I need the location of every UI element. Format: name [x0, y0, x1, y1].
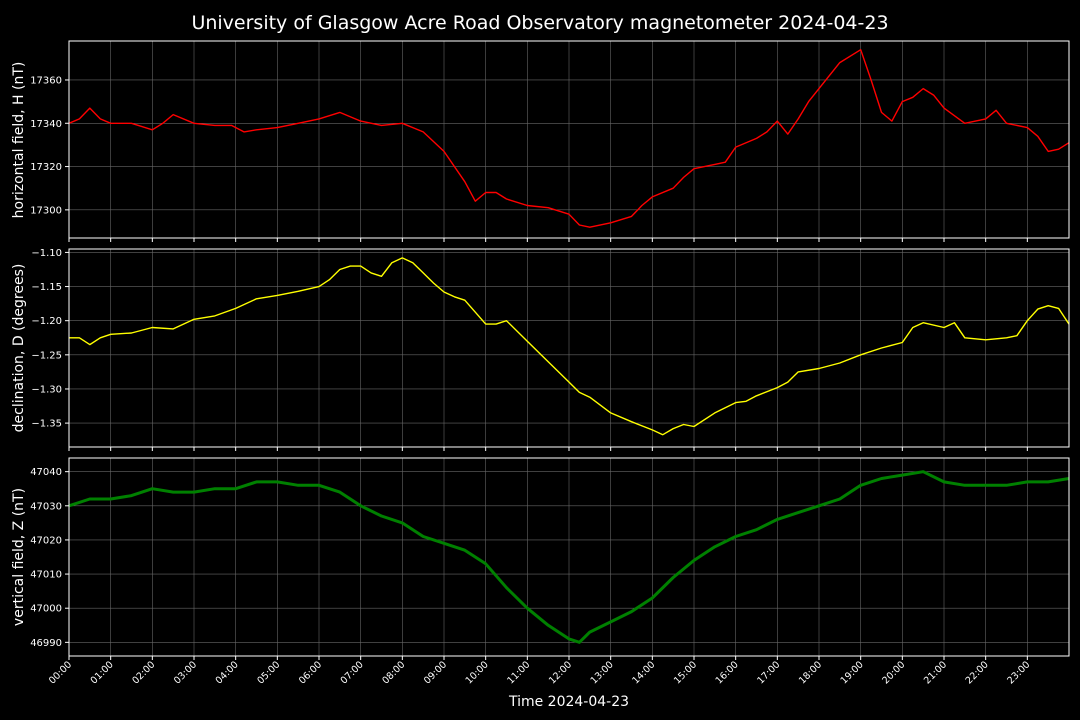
x-tick-label: 20:00	[880, 659, 907, 686]
y-tick-label: 46990	[30, 638, 62, 649]
y-tick-label: 47020	[30, 535, 62, 546]
x-tick-label: 10:00	[464, 659, 491, 686]
panel-z-ylabel: vertical field, Z (nT)	[11, 488, 27, 626]
y-tick-label: 17360	[30, 75, 62, 86]
x-tick-label: 00:00	[47, 659, 74, 686]
x-tick-label: 16:00	[714, 659, 741, 686]
y-tick-label: −1.30	[31, 384, 62, 395]
x-tick-label: 05:00	[255, 659, 282, 686]
x-tick-label: 07:00	[339, 659, 366, 686]
series-line-z	[68, 470, 1070, 644]
y-tick-label: 47000	[30, 604, 62, 615]
x-tick-label: 22:00	[964, 659, 991, 686]
y-tick-label: −1.10	[31, 248, 62, 259]
y-tick-label: 47030	[30, 501, 62, 512]
x-tick-label: 08:00	[380, 659, 407, 686]
x-tick-label: 21:00	[922, 659, 949, 686]
series-line-d	[69, 257, 1070, 436]
x-tick-label: 23:00	[1005, 659, 1032, 686]
y-tick-label: 17320	[30, 162, 62, 173]
panel-frame	[68, 457, 1070, 657]
x-tick-label: 12:00	[547, 659, 574, 686]
x-tick-label: 03:00	[172, 659, 199, 686]
series-line-h	[68, 49, 1070, 228]
x-tick-label: 11:00	[505, 659, 532, 686]
panel-h: 17300 17320 17340 17360	[30, 40, 1070, 242]
x-tick-label: 19:00	[839, 659, 866, 686]
x-tick-label: 13:00	[589, 659, 616, 686]
y-tick-label: 17340	[30, 119, 62, 130]
x-tick-label: 06:00	[297, 659, 324, 686]
x-tick-label: 14:00	[630, 659, 657, 686]
x-tick-label: 01:00	[89, 659, 116, 686]
x-axis-label: Time 2024-04-23	[508, 694, 629, 710]
y-tick-label: −1.25	[31, 350, 62, 361]
x-tick-label: 15:00	[672, 659, 699, 686]
panel-z: 46990 47000 47010 47020 47030 47040	[30, 457, 1070, 660]
panel-d: −1.10 −1.15 −1.20 −1.25 −1.30 −1.35	[31, 248, 1070, 451]
panel-frame	[68, 40, 1070, 239]
y-tick-label: 47040	[30, 467, 62, 478]
y-tick-label: 17300	[30, 205, 62, 216]
panel-frame	[68, 248, 1070, 448]
panel-h-ylabel: horizontal field, H (nT)	[11, 62, 27, 219]
y-tick-label: −1.15	[31, 282, 62, 293]
y-tick-label: −1.35	[31, 419, 62, 430]
x-tick-label: 18:00	[797, 659, 824, 686]
x-tick-label: 17:00	[755, 659, 782, 686]
chart-title: University of Glasgow Acre Road Observat…	[191, 12, 888, 34]
x-tick-label: 02:00	[130, 659, 157, 686]
x-tick-label: 04:00	[214, 659, 241, 686]
y-tick-label: −1.20	[31, 316, 62, 327]
y-tick-label: 47010	[30, 570, 62, 581]
panel-d-ylabel: declination, D (degrees)	[11, 264, 27, 433]
x-tick-label: 09:00	[422, 659, 449, 686]
